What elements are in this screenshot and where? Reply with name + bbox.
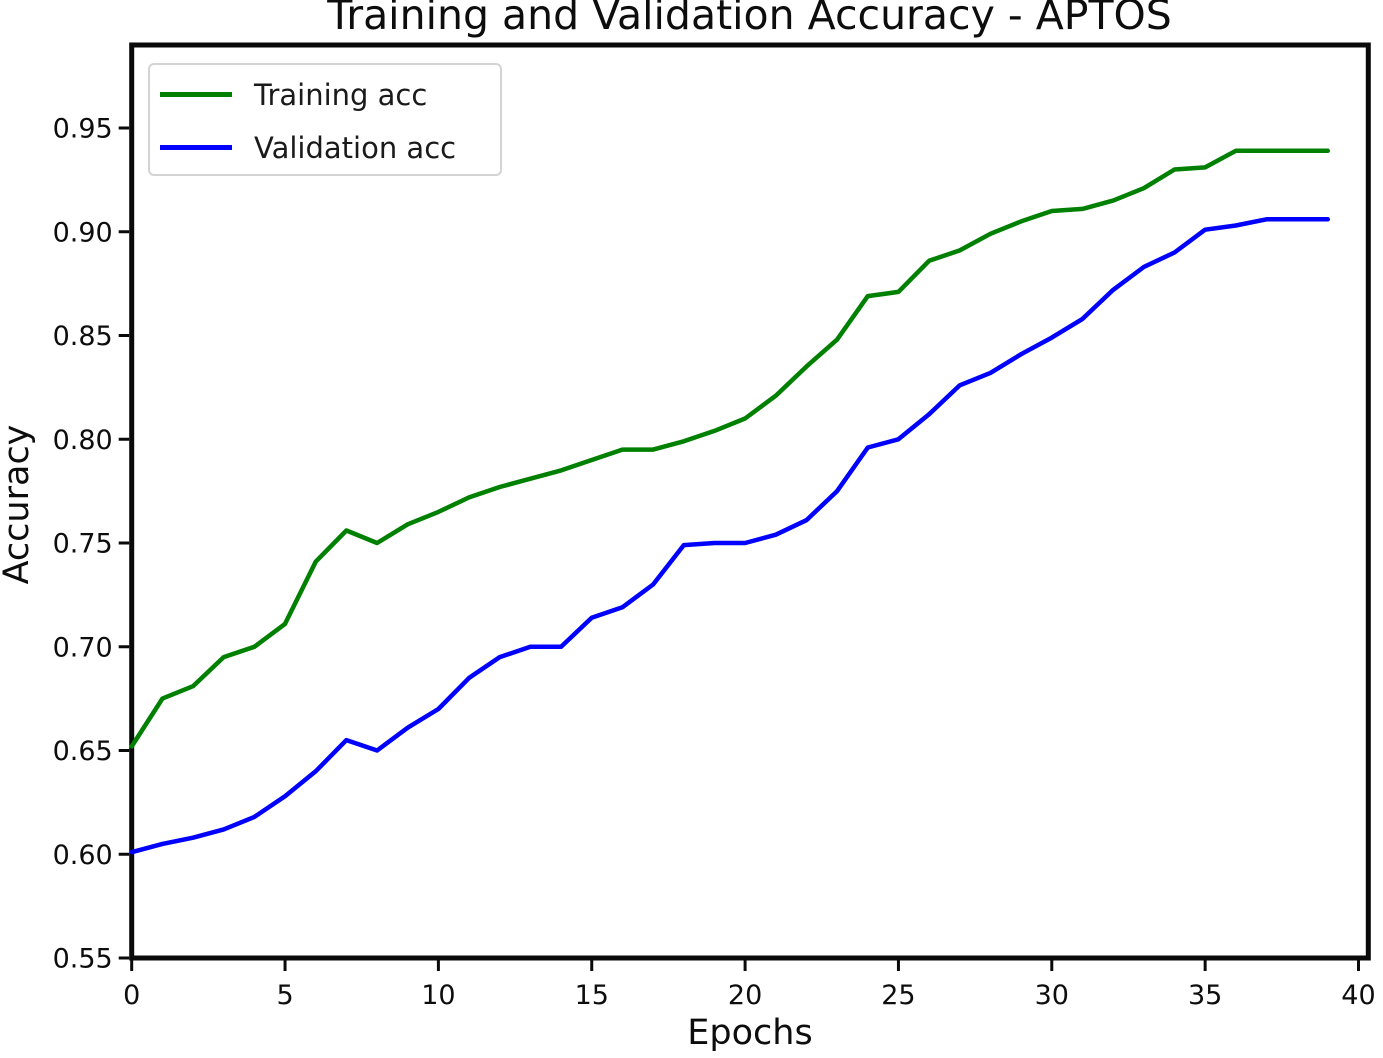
series-line-training-acc xyxy=(129,148,1331,749)
y-tick-label: 0.65 xyxy=(53,736,113,767)
chart-title: Training and Validation Accuracy - APTOS xyxy=(327,0,1172,39)
y-tick-label: 0.95 xyxy=(53,114,113,145)
x-tick-label: 20 xyxy=(728,980,762,1011)
y-tick-label: 0.90 xyxy=(53,217,113,248)
y-axis-label: Accuracy xyxy=(0,425,37,585)
legend-label-validation: Validation acc xyxy=(254,130,457,165)
x-tick-label: 10 xyxy=(421,980,455,1011)
y-tick-label: 0.75 xyxy=(53,529,113,560)
x-tick-label: 0 xyxy=(123,980,140,1011)
y-tick-label: 0.55 xyxy=(53,944,113,975)
legend: Training acc Validation acc xyxy=(148,63,502,176)
x-tick-label: 35 xyxy=(1188,980,1222,1011)
training-acc-line-sample xyxy=(160,92,232,97)
series-line-validation-acc xyxy=(129,217,1331,855)
x-tick-label: 5 xyxy=(276,980,293,1011)
x-tick-label: 30 xyxy=(1035,980,1069,1011)
x-axis-label: Epochs xyxy=(687,1013,812,1053)
legend-item-training: Training acc xyxy=(160,68,500,121)
legend-label-training: Training acc xyxy=(254,77,428,112)
y-tick-label: 0.60 xyxy=(53,840,113,871)
x-tick-label: 40 xyxy=(1341,980,1375,1011)
validation-acc-line-sample xyxy=(160,145,232,150)
y-tick-label: 0.70 xyxy=(53,632,113,663)
axes-spines xyxy=(129,42,1371,961)
legend-item-validation: Validation acc xyxy=(160,121,500,174)
y-tick-label: 0.85 xyxy=(53,321,113,352)
x-tick-label: 25 xyxy=(881,980,915,1011)
x-tick-label: 15 xyxy=(575,980,609,1011)
y-tick-label: 0.80 xyxy=(53,425,113,456)
